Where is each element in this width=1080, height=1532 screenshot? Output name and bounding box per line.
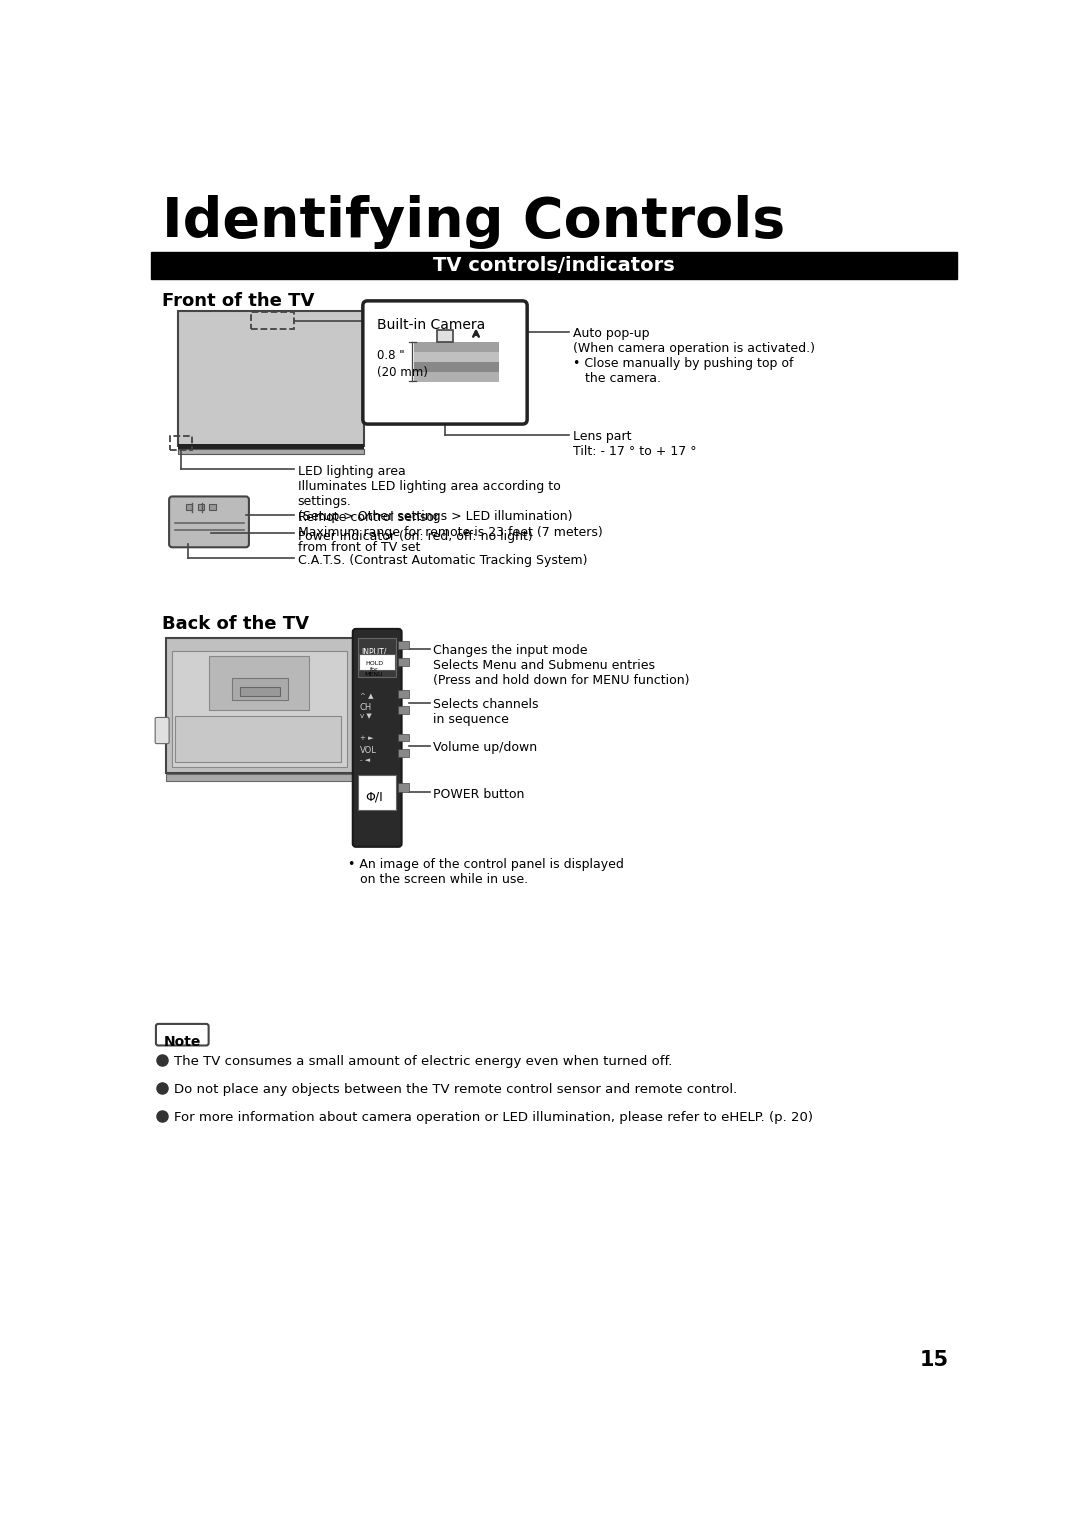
Text: POWER button: POWER button: [433, 787, 525, 801]
Bar: [397, 659, 408, 666]
Text: Do not place any objects between the TV remote control sensor and remote control: Do not place any objects between the TV …: [174, 1083, 737, 1097]
Bar: [177, 449, 364, 453]
Bar: [397, 749, 408, 757]
Text: ^ ▲: ^ ▲: [360, 692, 374, 699]
Bar: [359, 654, 395, 671]
Bar: [150, 251, 957, 279]
Text: Changes the input mode
Selects Menu and Submenu entries
(Press and hold down for: Changes the input mode Selects Menu and …: [433, 645, 690, 688]
Text: Identifying Controls: Identifying Controls: [162, 196, 785, 250]
Bar: [414, 343, 499, 352]
Bar: [186, 504, 192, 510]
Bar: [252, 313, 294, 329]
Bar: [414, 372, 499, 381]
Bar: [208, 656, 309, 709]
FancyBboxPatch shape: [353, 630, 402, 847]
Text: Lens part
Tilt: - 17 ° to + 17 °: Lens part Tilt: - 17 ° to + 17 °: [572, 430, 697, 458]
Text: INPUT/
OK/: INPUT/ OK/: [362, 648, 387, 666]
Bar: [170, 437, 191, 450]
FancyBboxPatch shape: [156, 717, 170, 743]
Text: Built-in Camera: Built-in Camera: [377, 317, 485, 332]
Text: 15: 15: [920, 1350, 948, 1371]
Bar: [414, 352, 499, 362]
Text: CH: CH: [360, 703, 372, 712]
Bar: [397, 783, 408, 792]
Text: TV controls/indicators: TV controls/indicators: [433, 256, 674, 274]
Text: + ►: + ►: [360, 735, 374, 741]
FancyBboxPatch shape: [156, 1023, 208, 1045]
Bar: [177, 311, 364, 446]
Text: • An image of the control panel is displayed
   on the screen while in use.: • An image of the control panel is displ…: [348, 858, 624, 885]
Text: Front of the TV: Front of the TV: [162, 291, 314, 309]
Text: Power indicator (on: red, off: no light): Power indicator (on: red, off: no light): [298, 530, 532, 542]
Bar: [177, 444, 364, 450]
Text: The TV consumes a small amount of electric energy even when turned off.: The TV consumes a small amount of electr…: [174, 1056, 672, 1068]
Bar: [175, 715, 341, 761]
Bar: [414, 363, 499, 372]
Bar: [240, 686, 280, 696]
Bar: [397, 734, 408, 741]
Text: 0.8 "
(20 mm): 0.8 " (20 mm): [377, 349, 428, 378]
Text: Volume up/down: Volume up/down: [433, 741, 538, 754]
Bar: [166, 639, 353, 772]
Text: C.A.T.S. (Contrast Automatic Tracking System): C.A.T.S. (Contrast Automatic Tracking Sy…: [298, 555, 588, 567]
Bar: [397, 642, 408, 650]
Bar: [397, 691, 408, 699]
Text: Auto pop-up
(When camera operation is activated.)
• Close manually by pushing to: Auto pop-up (When camera operation is ac…: [572, 326, 815, 385]
Text: Note: Note: [163, 1034, 201, 1049]
Text: - ◄: - ◄: [360, 757, 369, 763]
Bar: [172, 651, 348, 766]
Text: LED lighting area
Illuminates LED lighting area according to
settings.
(Setup > : LED lighting area Illuminates LED lighti…: [298, 464, 572, 522]
Bar: [166, 775, 353, 781]
FancyBboxPatch shape: [170, 496, 248, 547]
Text: Selects channels
in sequence: Selects channels in sequence: [433, 699, 539, 726]
Text: Φ/I: Φ/I: [365, 791, 383, 804]
Bar: [359, 639, 396, 677]
Text: HOLD
for
MENU: HOLD for MENU: [365, 662, 383, 677]
Text: v ▼: v ▼: [360, 714, 372, 720]
Text: Remote control sensor
Maximum range for remote is 23 feet (7 meters)
from front : Remote control sensor Maximum range for …: [298, 512, 603, 555]
FancyBboxPatch shape: [363, 300, 527, 424]
Bar: [198, 504, 204, 510]
Bar: [232, 679, 287, 700]
Text: Back of the TV: Back of the TV: [162, 614, 309, 633]
Text: For more information about camera operation or LED illumination, please refer to: For more information about camera operat…: [174, 1111, 813, 1124]
Bar: [437, 329, 453, 343]
Bar: [210, 504, 216, 510]
Bar: [397, 706, 408, 714]
Text: VOL: VOL: [360, 746, 377, 755]
Bar: [359, 775, 396, 810]
